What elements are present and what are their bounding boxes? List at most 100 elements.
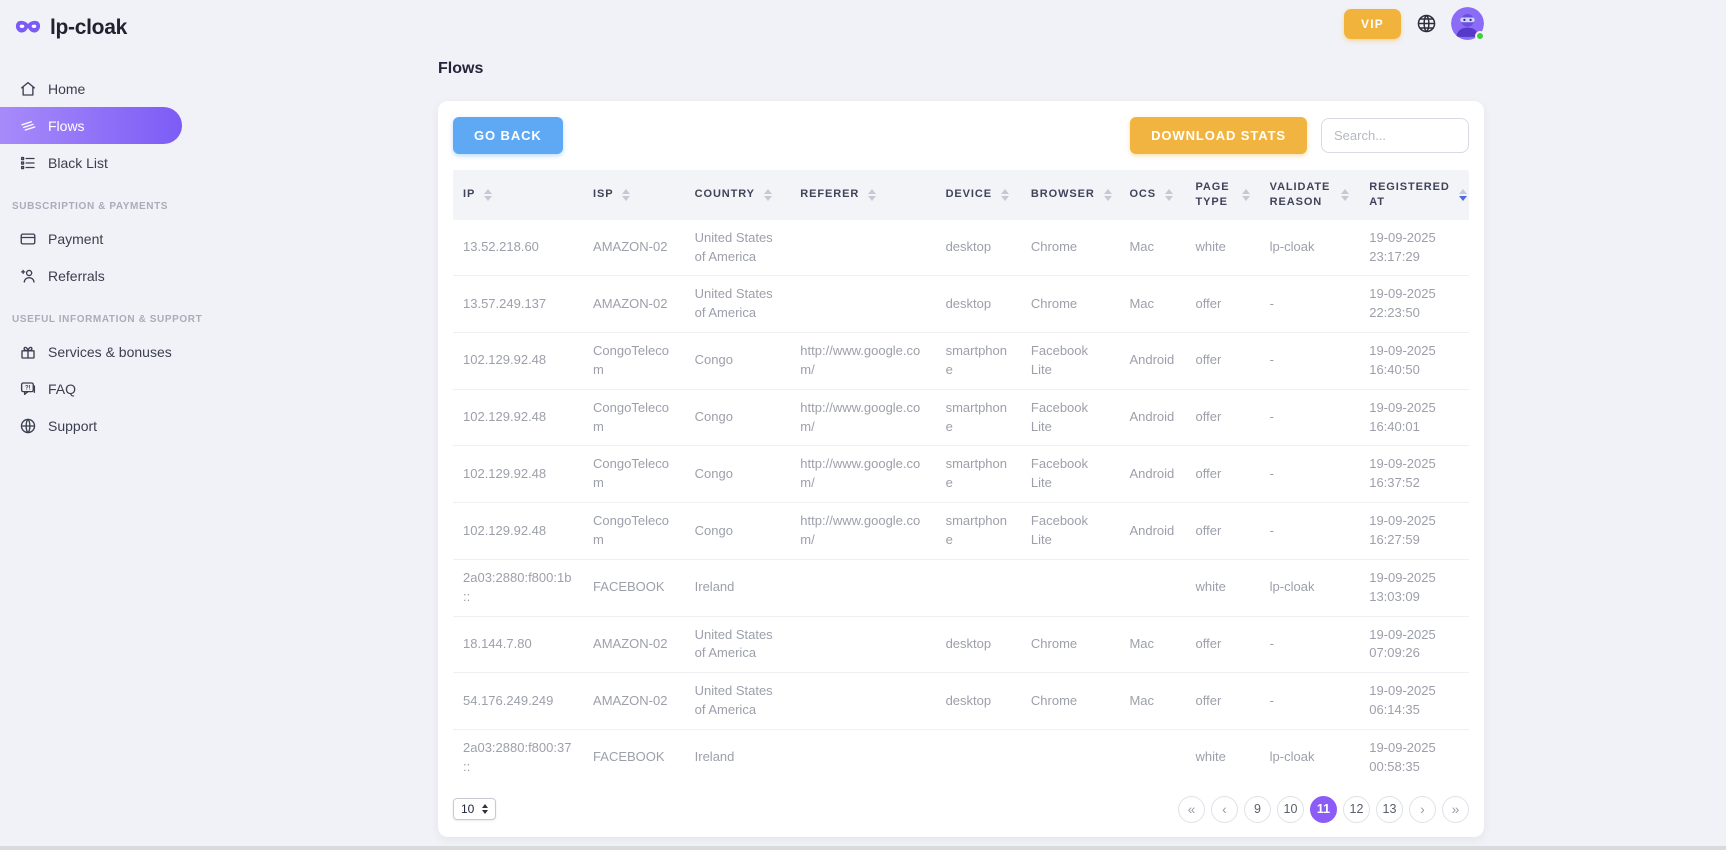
column-label: REGISTERED AT xyxy=(1369,181,1450,208)
table-cell: - xyxy=(1259,502,1360,560)
services-icon xyxy=(19,343,37,361)
page-title: Flows xyxy=(438,60,484,77)
table-cell: smartphone xyxy=(935,332,1021,390)
table-cell: Congo xyxy=(684,502,791,560)
column-header-device[interactable]: DEVICE xyxy=(935,170,1021,220)
page-12-button[interactable]: 12 xyxy=(1343,795,1370,823)
column-header-ip[interactable]: IP xyxy=(453,170,584,220)
sidebar-item-flows[interactable]: Flows xyxy=(0,107,182,144)
column-label: BROWSER xyxy=(1030,188,1095,201)
table-cell xyxy=(790,219,936,277)
page-size-value: 10 xyxy=(461,802,475,817)
table-cell: 13.52.218.60 xyxy=(453,219,584,277)
sidebar-item-label: Flows xyxy=(48,117,85,134)
column-label: OCS xyxy=(1129,188,1157,201)
column-header-referer[interactable]: REFERER xyxy=(790,170,936,220)
search-input[interactable] xyxy=(1321,118,1469,153)
column-label: VALIDATE REASON xyxy=(1269,181,1331,208)
flows-table: IP ISP COUNTRY REFERER DEVICE BROWSER OCS PAGE … xyxy=(453,170,1469,786)
column-header-isp[interactable]: ISP xyxy=(583,170,685,220)
toolbar-right: DOWNLOAD STATS xyxy=(1130,117,1469,154)
sort-icon xyxy=(1000,188,1009,201)
next-page-button[interactable]: › xyxy=(1409,795,1436,823)
table-cell: 19-09-2025 23:17:29 xyxy=(1359,219,1469,277)
user-avatar[interactable] xyxy=(1451,7,1485,41)
sort-icon xyxy=(1165,188,1174,201)
table-cell: Android xyxy=(1119,389,1186,447)
vip-button[interactable]: VIP xyxy=(1344,8,1401,39)
table-cell: 13.57.249.137 xyxy=(453,275,584,334)
table-cell: offer xyxy=(1185,502,1260,560)
column-header-browser[interactable]: BROWSER xyxy=(1020,170,1120,220)
table-cell: Mac xyxy=(1119,672,1186,730)
sidebar-item-label: FAQ xyxy=(48,380,77,397)
table-cell xyxy=(790,729,935,785)
sidebar-item-payment[interactable]: Payment xyxy=(0,220,182,257)
table-cell: 54.176.249.249 xyxy=(453,672,584,730)
sort-icon xyxy=(1103,188,1112,201)
svg-text:?!: ?! xyxy=(25,385,31,391)
table-cell: Chrome xyxy=(1020,219,1120,277)
page-11-button[interactable]: 11 xyxy=(1310,795,1337,823)
table-cell: 19-09-2025 16:27:59 xyxy=(1359,502,1469,560)
sort-icon xyxy=(1458,188,1467,201)
page-10-button[interactable]: 10 xyxy=(1277,795,1304,823)
mask-icon xyxy=(15,20,41,33)
table-cell: Congo xyxy=(684,332,791,390)
table-cell xyxy=(790,616,936,674)
table-cell: CongoTelecom xyxy=(583,332,685,390)
column-header-country[interactable]: COUNTRY xyxy=(684,170,791,220)
sidebar-item-black-list[interactable]: Black List xyxy=(0,144,182,181)
sidebar-section-label: Useful information & support xyxy=(12,314,203,325)
column-label: IP xyxy=(463,188,476,201)
table-cell: Ireland xyxy=(684,559,791,617)
column-label: PAGE TYPE xyxy=(1195,181,1230,208)
prev-page-button[interactable]: ‹ xyxy=(1211,795,1238,823)
table-cell: AMAZON-02 xyxy=(583,219,685,277)
table-cell: smartphone xyxy=(935,502,1021,560)
column-header-registered-at[interactable]: REGISTERED AT xyxy=(1359,170,1469,220)
last-page-button[interactable]: » xyxy=(1442,795,1469,823)
table-cell: 19-09-2025 16:40:01 xyxy=(1359,389,1469,447)
table-cell: white xyxy=(1195,749,1226,765)
table-cell: FACEBOOK xyxy=(593,749,665,765)
sidebar-item-referrals[interactable]: Referrals xyxy=(0,257,182,294)
table-footer: 10 «‹ 9 10 11 12 13 ›» xyxy=(453,795,1469,823)
sidebar-item-label: Support xyxy=(48,417,98,434)
sidebar-item-home[interactable]: Home xyxy=(0,70,182,107)
table-cell: CongoTelecom xyxy=(583,445,685,504)
table-cell: - xyxy=(1259,332,1360,390)
table-cell: - xyxy=(1259,275,1360,334)
table-cell: Ireland xyxy=(694,749,735,765)
table-cell: offer xyxy=(1185,445,1260,504)
table-row: 2a03:2880:f800:37:: FACEBOOK Ireland white l… xyxy=(453,729,1469,785)
sidebar-item-support[interactable]: Support xyxy=(0,407,182,444)
page-13-button[interactable]: 13 xyxy=(1376,795,1403,823)
first-page-button[interactable]: « xyxy=(1178,795,1205,823)
sidebar-section-label: Subscription & payments xyxy=(12,201,182,212)
column-header-page-type[interactable]: PAGE TYPE xyxy=(1185,170,1260,220)
table-cell: Facebook Lite xyxy=(1020,332,1120,390)
sort-icon xyxy=(484,188,493,201)
table-cell xyxy=(790,672,936,730)
go-back-button[interactable]: GO BACK xyxy=(453,117,563,154)
sidebar-item-services-bonuses[interactable]: Services & bonuses xyxy=(0,333,182,370)
column-header-validate-reason[interactable]: VALIDATE REASON xyxy=(1259,170,1360,220)
table-cell: white xyxy=(1185,219,1260,277)
sidebar-item-label: Payment xyxy=(48,230,104,247)
table-cell: FACEBOOK xyxy=(583,559,685,617)
sidebar-item-label: Home xyxy=(48,80,86,97)
table-cell: 19-09-2025 22:23:50 xyxy=(1359,275,1469,334)
page-9-button[interactable]: 9 xyxy=(1244,795,1271,823)
table-row: 102.129.92.48 CongoTelecom Congo http://www… xyxy=(453,502,1469,560)
table-cell: - xyxy=(1259,445,1360,504)
table-cell: 102.129.92.48 xyxy=(453,502,584,560)
sidebar-item-faq[interactable]: ?! FAQ xyxy=(0,370,182,407)
column-header-ocs[interactable]: OCS xyxy=(1119,170,1186,220)
table-cell: United States of America xyxy=(684,672,791,730)
table-cell xyxy=(1119,729,1185,785)
language-globe-button[interactable] xyxy=(1415,13,1437,35)
download-stats-button[interactable]: DOWNLOAD STATS xyxy=(1130,117,1307,154)
table-cell: offer xyxy=(1185,275,1260,334)
page-size-select[interactable]: 10 xyxy=(453,798,497,821)
